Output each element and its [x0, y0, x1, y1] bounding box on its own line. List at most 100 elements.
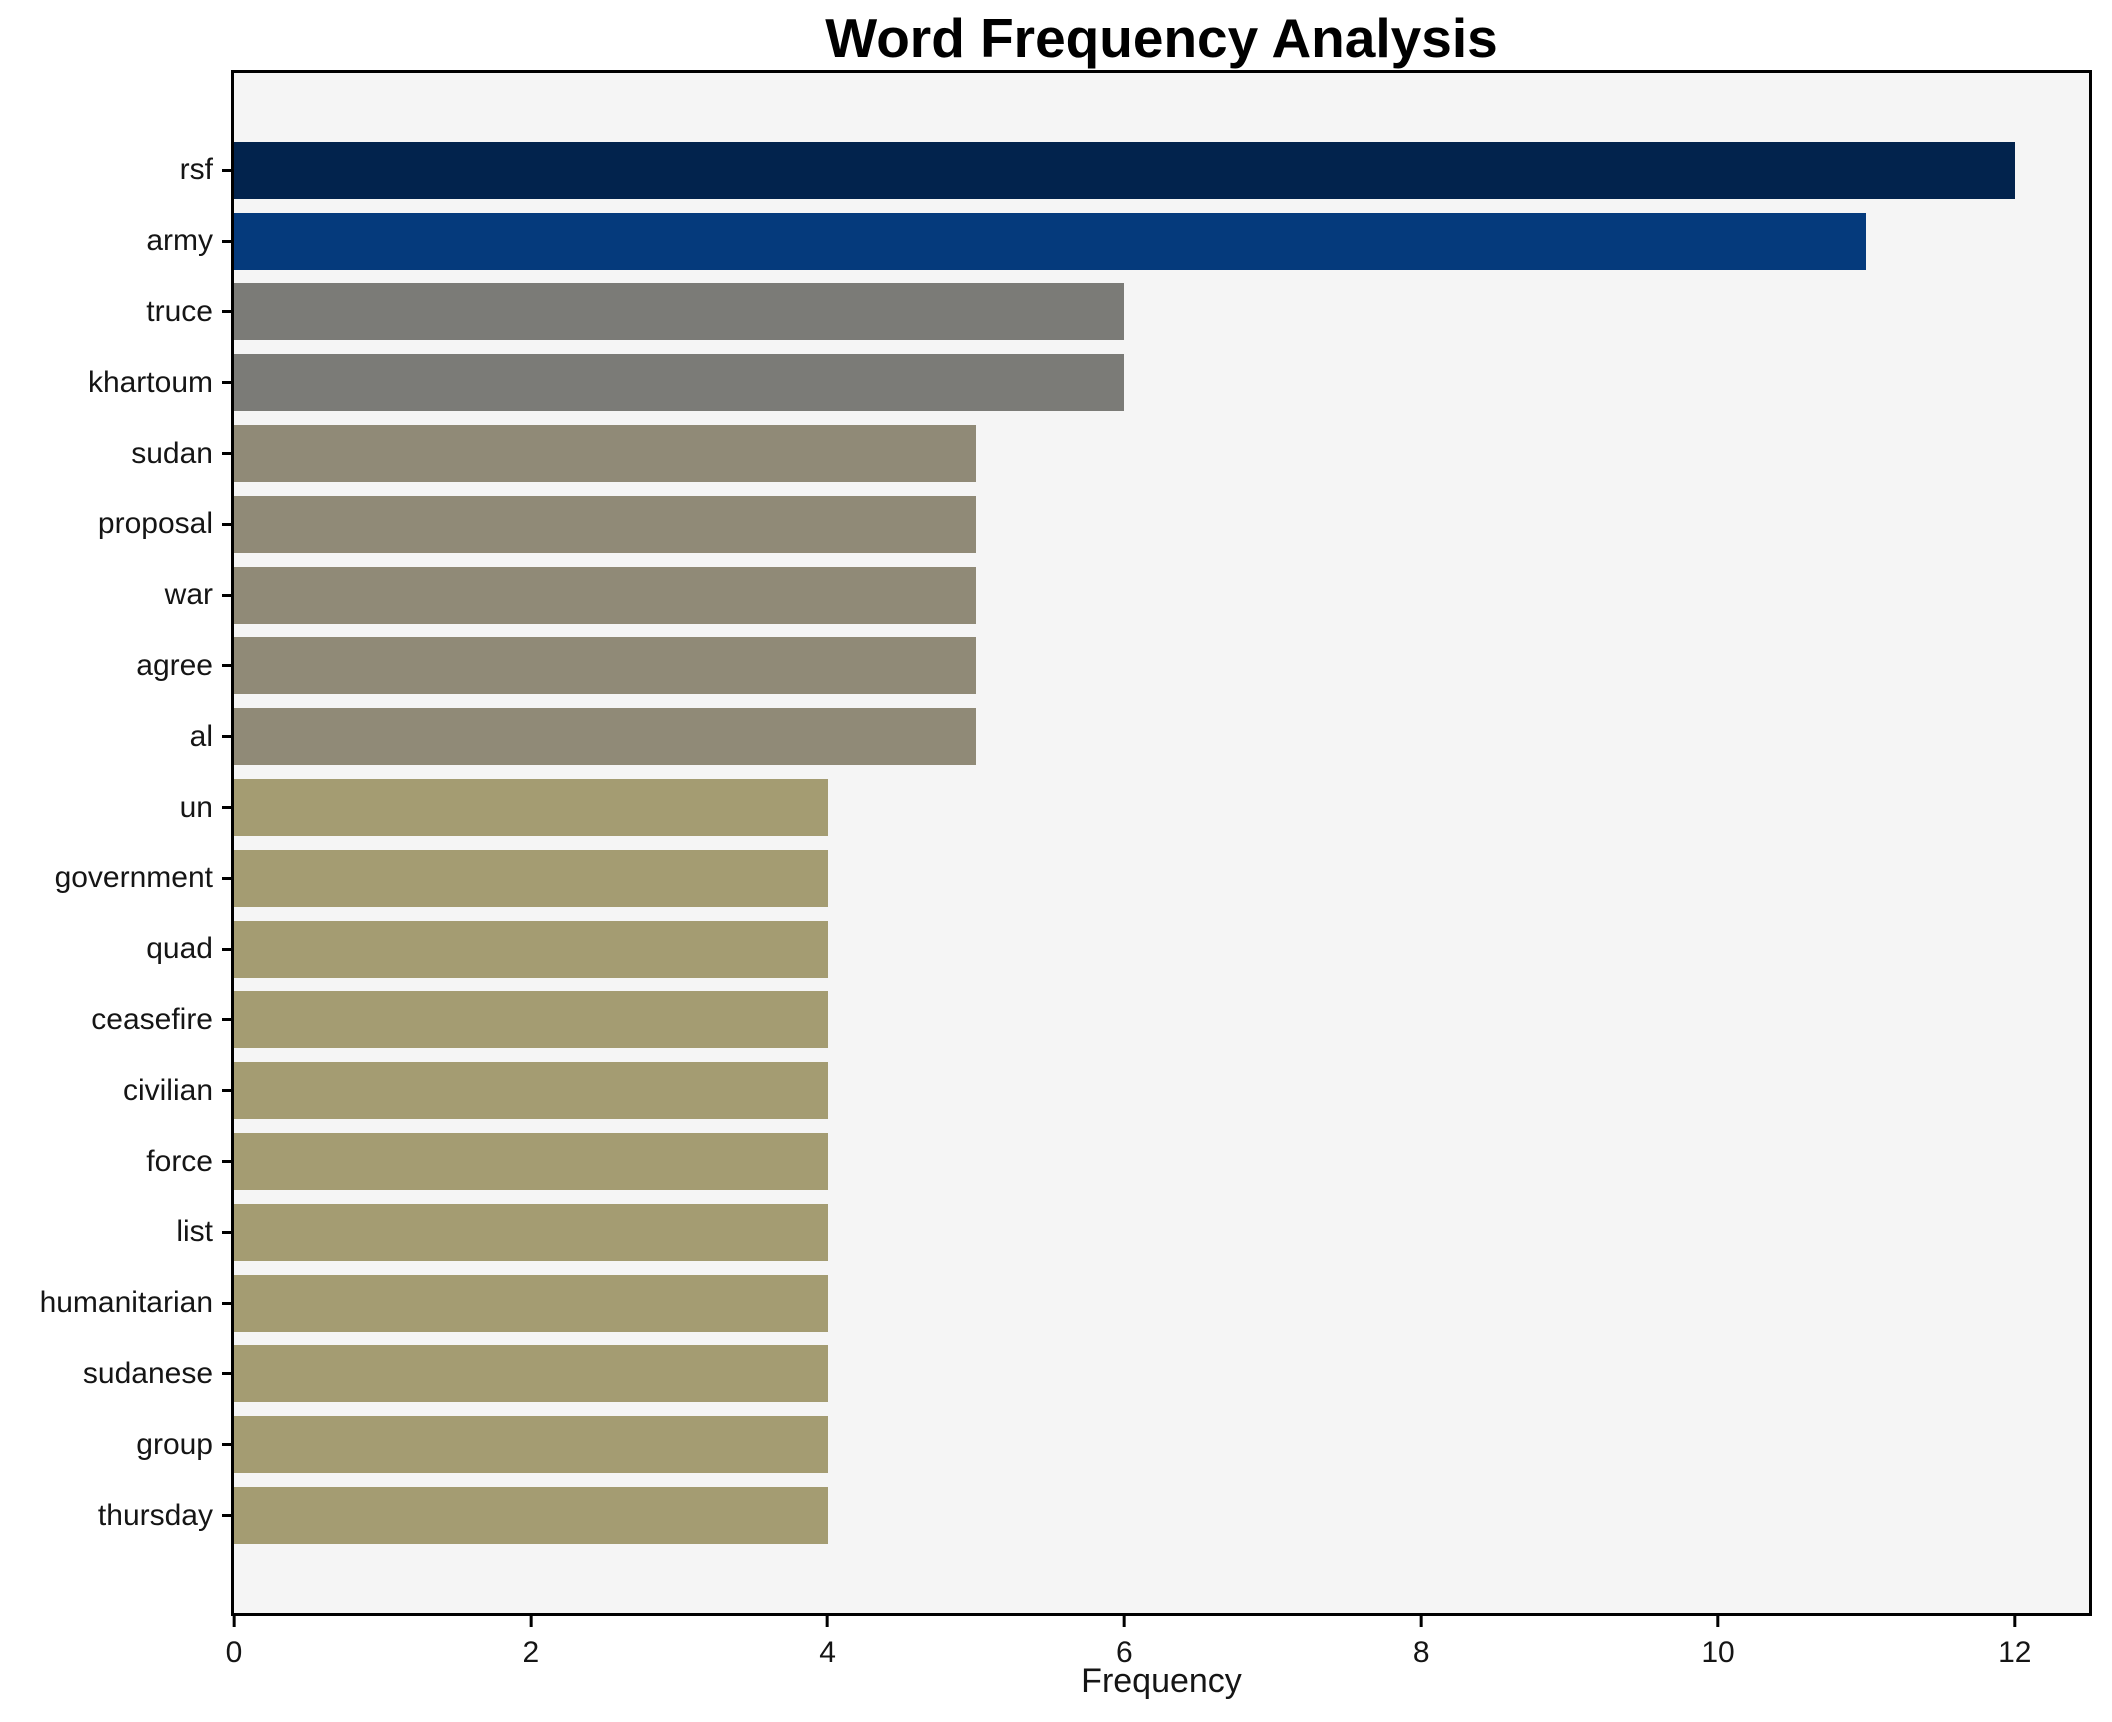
y-tick-label-army: army: [146, 224, 213, 258]
y-tick-label-humanitarian: humanitarian: [39, 1286, 213, 1320]
bar-group: [234, 1416, 828, 1474]
y-tick-mark: [222, 1018, 231, 1022]
x-tick-8: 8: [1413, 1616, 1430, 1670]
bar-row: [234, 843, 2089, 914]
bar-row: [234, 277, 2089, 348]
y-tick-mark: [222, 947, 231, 951]
x-tick-label: 12: [1998, 1636, 2032, 1669]
y-axis: rsf army truce khartoum sudan proposal war agre…: [0, 73, 231, 1613]
y-tick-mark: [222, 806, 231, 810]
bar-quad: [234, 920, 828, 978]
bar-thursday: [234, 1487, 828, 1545]
bar-row: [234, 418, 2089, 489]
y-tick-label-government: government: [54, 861, 213, 895]
y-row: sudan: [0, 418, 231, 489]
y-row: ceasefire: [0, 985, 231, 1056]
bar-un: [234, 779, 828, 837]
y-tick-label-khartoum: khartoum: [87, 365, 213, 399]
y-tick-label-proposal: proposal: [97, 507, 213, 541]
x-tick-4: 4: [819, 1616, 836, 1670]
y-row: sudanese: [0, 1339, 231, 1410]
bar-row: [234, 135, 2089, 206]
bar-row: [234, 560, 2089, 631]
y-tick-mark: [222, 664, 231, 668]
x-tick-mark: [2013, 1616, 2017, 1627]
bar-row: [234, 701, 2089, 772]
bar-war: [234, 566, 976, 624]
y-tick-mark: [222, 1443, 231, 1447]
y-tick-mark: [222, 1301, 231, 1305]
y-tick-mark: [222, 452, 231, 456]
bar-row: [234, 772, 2089, 843]
x-tick-mark: [1716, 1616, 1720, 1627]
x-axis: 0 2 4 6 8 10 12: [226, 1616, 2089, 1680]
y-tick-label-thursday: thursday: [97, 1498, 213, 1532]
y-row: khartoum: [0, 347, 231, 418]
y-tick-label-group: group: [136, 1427, 213, 1461]
bar-row: [234, 206, 2089, 277]
y-tick-mark: [222, 1372, 231, 1376]
y-tick-mark: [222, 381, 231, 385]
y-tick-mark: [222, 735, 231, 739]
y-row: un: [0, 772, 231, 843]
y-tick-label-al: al: [189, 719, 213, 753]
y-row: government: [0, 843, 231, 914]
bar-proposal: [234, 495, 976, 553]
y-tick-label-force: force: [146, 1144, 213, 1178]
y-row: civilian: [0, 1055, 231, 1126]
y-row: rsf: [0, 135, 231, 206]
plot-area: [231, 70, 2092, 1616]
y-tick-label-sudan: sudan: [131, 436, 213, 470]
y-tick-mark: [222, 1160, 231, 1164]
bar-row: [234, 1126, 2089, 1197]
x-axis-label: Frequency: [1081, 1662, 1242, 1700]
y-tick-label-war: war: [164, 578, 213, 612]
y-tick-mark: [222, 1230, 231, 1234]
x-tick-12: 12: [1998, 1616, 2031, 1670]
x-tick-mark: [1122, 1616, 1126, 1627]
x-tick-label: 10: [1701, 1636, 1735, 1669]
x-tick-mark: [1419, 1616, 1423, 1627]
bar-list: [234, 1203, 828, 1261]
bar-army: [234, 212, 1867, 270]
y-tick-mark: [222, 593, 231, 597]
y-tick-mark: [222, 876, 231, 880]
y-tick-mark: [222, 168, 231, 172]
x-tick-label: 8: [1412, 1636, 1430, 1669]
y-row: army: [0, 206, 231, 277]
y-row: group: [0, 1409, 231, 1480]
y-tick-mark: [222, 522, 231, 526]
bar-row: [234, 631, 2089, 702]
y-row: truce: [0, 277, 231, 348]
bar-row: [234, 489, 2089, 560]
y-row: proposal: [0, 489, 231, 560]
y-row: war: [0, 560, 231, 631]
bar-humanitarian: [234, 1274, 828, 1332]
y-row: force: [0, 1126, 231, 1197]
x-tick-label: 6: [1116, 1636, 1133, 1669]
y-row: al: [0, 701, 231, 772]
bar-row: [234, 985, 2089, 1056]
bar-row: [234, 1055, 2089, 1126]
x-tick-label: 2: [522, 1636, 540, 1669]
bar-row: [234, 1409, 2089, 1480]
y-tick-label-ceasefire: ceasefire: [91, 1002, 213, 1036]
x-tick-mark: [232, 1616, 236, 1627]
bar-rsf: [234, 141, 2015, 199]
bar-sudan: [234, 425, 976, 483]
y-row: agree: [0, 631, 231, 702]
bar-row: [234, 347, 2089, 418]
y-tick-label-rsf: rsf: [179, 153, 213, 187]
y-tick-label-civilian: civilian: [122, 1073, 213, 1107]
y-tick-mark: [222, 239, 231, 243]
y-row: thursday: [0, 1480, 231, 1551]
chart-title: Word Frequency Analysis: [825, 7, 1498, 69]
y-tick-mark: [222, 1514, 231, 1518]
y-tick-label-quad: quad: [146, 932, 213, 966]
bar-row: [234, 914, 2089, 985]
y-tick-label-list: list: [176, 1215, 213, 1249]
y-tick-mark: [222, 1089, 231, 1093]
bar-khartoum: [234, 354, 1125, 412]
y-tick-label-sudanese: sudanese: [82, 1356, 213, 1390]
